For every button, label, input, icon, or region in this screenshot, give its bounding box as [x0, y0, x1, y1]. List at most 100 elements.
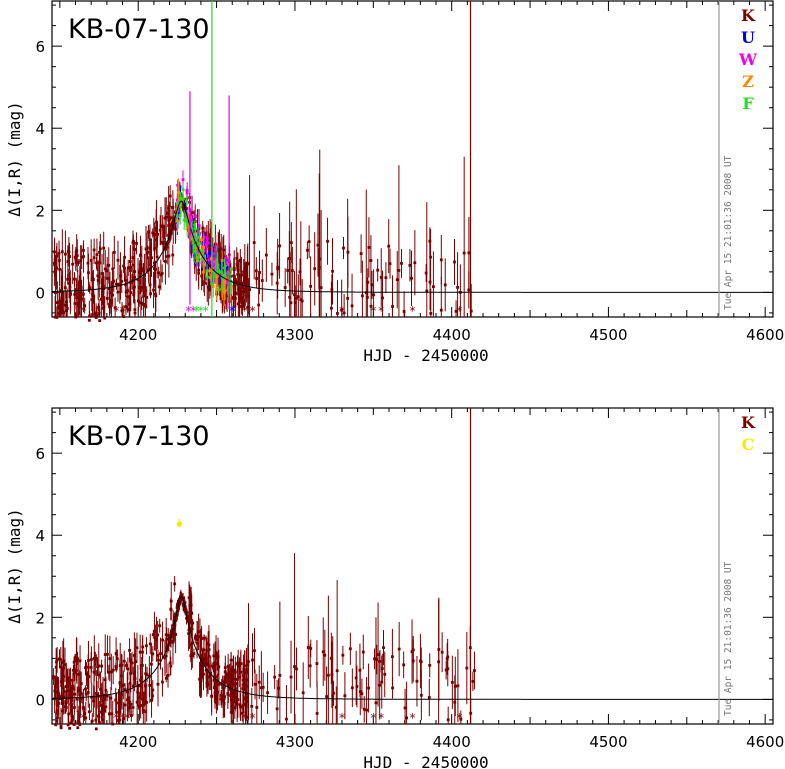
data-point — [89, 666, 93, 669]
x-tick-label: 4200 — [119, 326, 157, 344]
data-point — [66, 277, 70, 281]
legend-entry: K — [741, 413, 756, 432]
legend-entry: U — [741, 28, 755, 47]
data-point — [169, 639, 173, 643]
data-point — [98, 261, 102, 265]
data-point — [82, 706, 85, 710]
data-point — [131, 684, 135, 688]
data-point — [226, 281, 229, 285]
data-point — [243, 262, 247, 266]
data-point — [190, 611, 194, 615]
data-point — [199, 635, 203, 638]
data-point — [191, 621, 195, 625]
data-point — [144, 289, 147, 293]
data-point — [467, 251, 471, 255]
data-point — [72, 669, 76, 672]
y-tick-labels: 0 2 4 6 — [35, 445, 45, 709]
data-point — [348, 647, 352, 651]
data-point — [135, 646, 139, 650]
data-point — [206, 683, 210, 687]
data-point — [95, 253, 99, 257]
data-point — [473, 669, 476, 672]
data-point — [53, 263, 57, 267]
data-point — [114, 652, 118, 655]
data-point — [107, 287, 111, 291]
data-point — [139, 260, 142, 263]
legend-entry: C — [742, 435, 755, 454]
data-point — [187, 225, 191, 228]
data-point — [95, 693, 99, 697]
data-point — [120, 309, 124, 313]
data-point — [192, 249, 196, 253]
data-point — [69, 720, 73, 724]
data-point — [94, 691, 98, 695]
data-point — [219, 247, 223, 251]
data-point — [222, 702, 226, 705]
data-point — [156, 633, 160, 637]
data-point — [169, 216, 173, 220]
data-point — [181, 205, 185, 209]
data-point — [128, 681, 132, 685]
data-point — [187, 621, 191, 625]
data-point — [108, 291, 112, 295]
data-point — [234, 695, 238, 699]
data-point — [340, 308, 344, 312]
data-point — [391, 655, 394, 659]
x-tick-label: 4400 — [433, 326, 471, 344]
data-point — [129, 672, 133, 675]
data-point — [115, 282, 118, 286]
data-point — [100, 664, 103, 668]
data-point — [388, 262, 392, 266]
data-point — [124, 290, 128, 294]
bottom-marker: * — [410, 711, 416, 725]
data-point — [107, 670, 111, 674]
data-point — [150, 698, 153, 702]
data-point — [134, 660, 137, 664]
data-point — [208, 236, 212, 239]
data-point — [201, 254, 205, 258]
data-point — [255, 277, 259, 280]
data-point — [367, 246, 371, 249]
data-point — [176, 183, 180, 187]
data-point — [100, 272, 104, 275]
data-point — [99, 687, 102, 691]
data-point — [58, 695, 62, 699]
data-point — [235, 698, 239, 702]
data-point — [144, 247, 148, 251]
data-point — [199, 238, 203, 242]
data-point — [164, 259, 167, 263]
data-point — [397, 647, 401, 651]
data-point — [334, 705, 338, 709]
data-point — [387, 244, 391, 248]
data-point — [425, 289, 429, 293]
data-point — [76, 689, 80, 693]
data-point — [151, 231, 155, 235]
data-point — [63, 663, 67, 667]
data-point — [71, 262, 75, 266]
data-point — [67, 712, 71, 716]
x-tick-label: 4300 — [276, 733, 314, 751]
data-point — [221, 680, 225, 684]
data-point — [103, 316, 107, 320]
data-point — [209, 244, 213, 248]
data-point — [403, 706, 407, 710]
data-point — [128, 302, 132, 306]
data-point — [221, 694, 225, 698]
data-point — [62, 689, 66, 693]
data-point — [454, 309, 458, 313]
data-point — [300, 299, 304, 303]
data-point — [208, 288, 212, 292]
data-point — [156, 682, 160, 686]
data-point — [108, 657, 112, 661]
data-point — [145, 700, 149, 704]
data-point — [63, 705, 67, 709]
data-point — [307, 240, 311, 243]
data-point — [209, 276, 212, 280]
bottom-marker: * — [193, 304, 199, 318]
data-point — [364, 291, 368, 295]
data-point — [169, 228, 173, 232]
data-point — [215, 662, 219, 666]
data-point — [301, 691, 305, 695]
data-point — [66, 260, 70, 264]
